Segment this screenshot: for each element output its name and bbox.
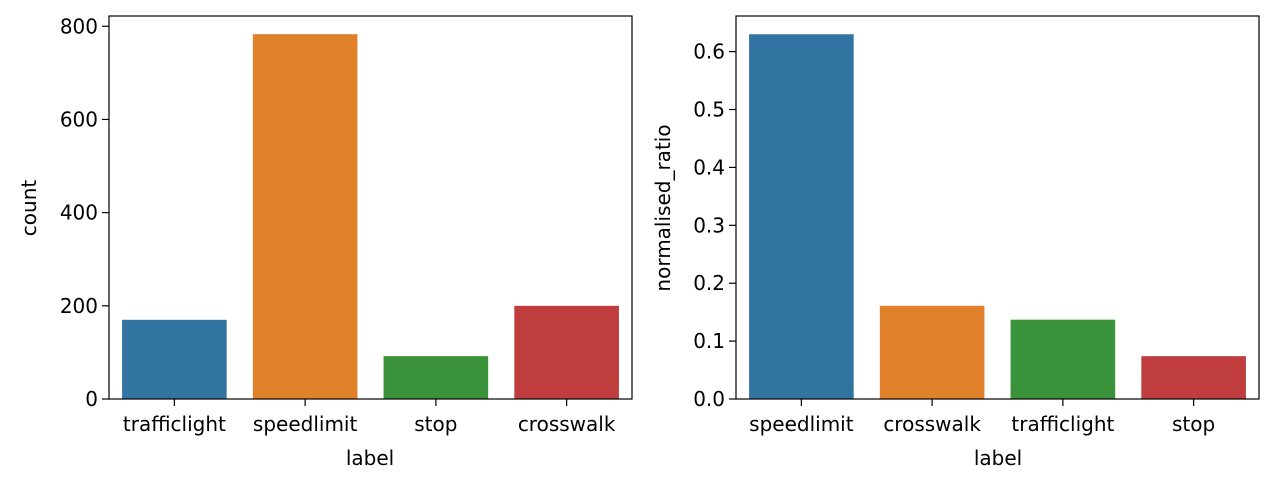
chart-1-bar-speedlimit: [252, 34, 358, 399]
chart-2-x-tick-label-speedlimit: speedlimit: [749, 412, 854, 436]
chart-2-x-tick-label-trafficlight: trafficlight: [1011, 412, 1114, 436]
chart-1-y-tick-label: 200: [60, 294, 98, 318]
chart-1-y-tick-label: 0: [85, 387, 98, 411]
chart-2-y-tick-label: 0.3: [693, 213, 725, 237]
chart-1-x-tick-label-stop: stop: [414, 412, 457, 436]
chart-2-y-tick-label: 0.6: [693, 40, 725, 64]
chart-2-y-tick-label: 0.1: [693, 329, 725, 353]
chart-1-y-tick-label: 800: [60, 14, 98, 38]
chart-1-x-tick-label-speedlimit: speedlimit: [253, 412, 358, 436]
chart-2-bar-stop: [1141, 356, 1246, 399]
chart-2-y-tick-label: 0.4: [693, 155, 725, 179]
chart-2-bar-crosswalk: [879, 305, 985, 399]
chart-1-plot-frame: [108, 15, 633, 400]
chart-1-bar-crosswalk: [514, 305, 619, 399]
chart-1-bar-trafficlight: [122, 319, 227, 399]
chart-2-x-tick-label-crosswalk: crosswalk: [883, 412, 981, 436]
chart-2-bar-speedlimit: [749, 34, 854, 399]
chart-2-plot-frame: [735, 15, 1260, 400]
chart-1-y-axis-label: count: [17, 180, 41, 237]
chart-1-x-tick-label-trafficlight: trafficlight: [123, 412, 226, 436]
chart-2-y-tick-label: 0.5: [693, 98, 725, 122]
chart-1-x-tick-label-crosswalk: crosswalk: [518, 412, 616, 436]
chart-2-y-tick-label: 0.0: [693, 387, 725, 411]
chart-1-y-tick-label: 400: [60, 201, 98, 225]
chart-2-y-axis-label: normalised_ratio: [651, 124, 675, 291]
chart-1-bar-stop: [383, 356, 489, 399]
count-by-label-chart: label count 0 200 400 600 800 trafficlight spe…: [17, 14, 633, 470]
chart-2-y-tick-label: 0.2: [693, 271, 725, 295]
chart-1-y-tick-label: 600: [60, 107, 98, 131]
chart-1-x-axis-label: label: [346, 446, 394, 470]
chart-2-x-axis-label: label: [974, 446, 1022, 470]
normalised-ratio-by-label-chart: label normalised_ratio 0.0 0.1 0.2 0.3 0.4 0.…: [651, 15, 1260, 470]
chart-2-x-tick-label-stop: stop: [1172, 412, 1215, 436]
chart-2-bar-trafficlight: [1010, 319, 1116, 399]
